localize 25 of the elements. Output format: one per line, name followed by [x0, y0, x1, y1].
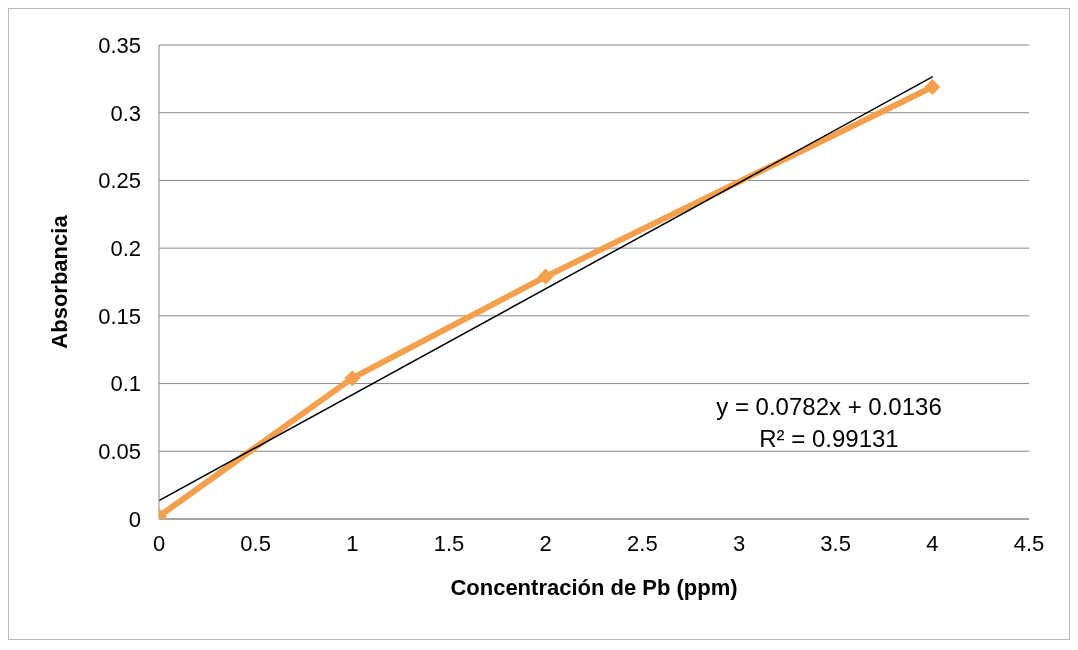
point	[924, 78, 941, 95]
point	[344, 370, 361, 387]
x-tick-label: 1.5	[433, 530, 465, 556]
y-tick-label: 0.15	[98, 303, 141, 329]
y-tick-label: 0.1	[110, 371, 141, 397]
y-tick-label: 0.25	[98, 168, 141, 194]
x-tick-label: 4.5	[1013, 530, 1045, 556]
x-tick-label: 0	[152, 530, 166, 556]
y-tick-label: 0.05	[98, 439, 141, 465]
annotation: y = 0.0782x + 0.0136	[715, 392, 943, 422]
y-tick-label: 0.2	[110, 235, 141, 261]
x-tick-label: 3	[732, 530, 746, 556]
x-tick-label: 0.5	[240, 530, 271, 556]
x-tick-label: 2.5	[627, 530, 658, 556]
y-axis-title: Absorbancia	[46, 214, 72, 349]
y-tick-label: 0.3	[110, 100, 141, 126]
point	[537, 268, 554, 285]
y-tick-label: 0	[128, 506, 141, 532]
annotation: R² = 0.99131	[758, 424, 900, 454]
y-tick-label: 0.35	[98, 32, 141, 58]
x-tick-label: 3.5	[820, 530, 851, 556]
x-tick-label: 1	[346, 530, 359, 556]
x-axis-title: Concentración de Pb (ppm)	[450, 575, 738, 600]
x-tick-label: 4	[926, 530, 939, 556]
x-tick-label: 2	[539, 530, 552, 556]
